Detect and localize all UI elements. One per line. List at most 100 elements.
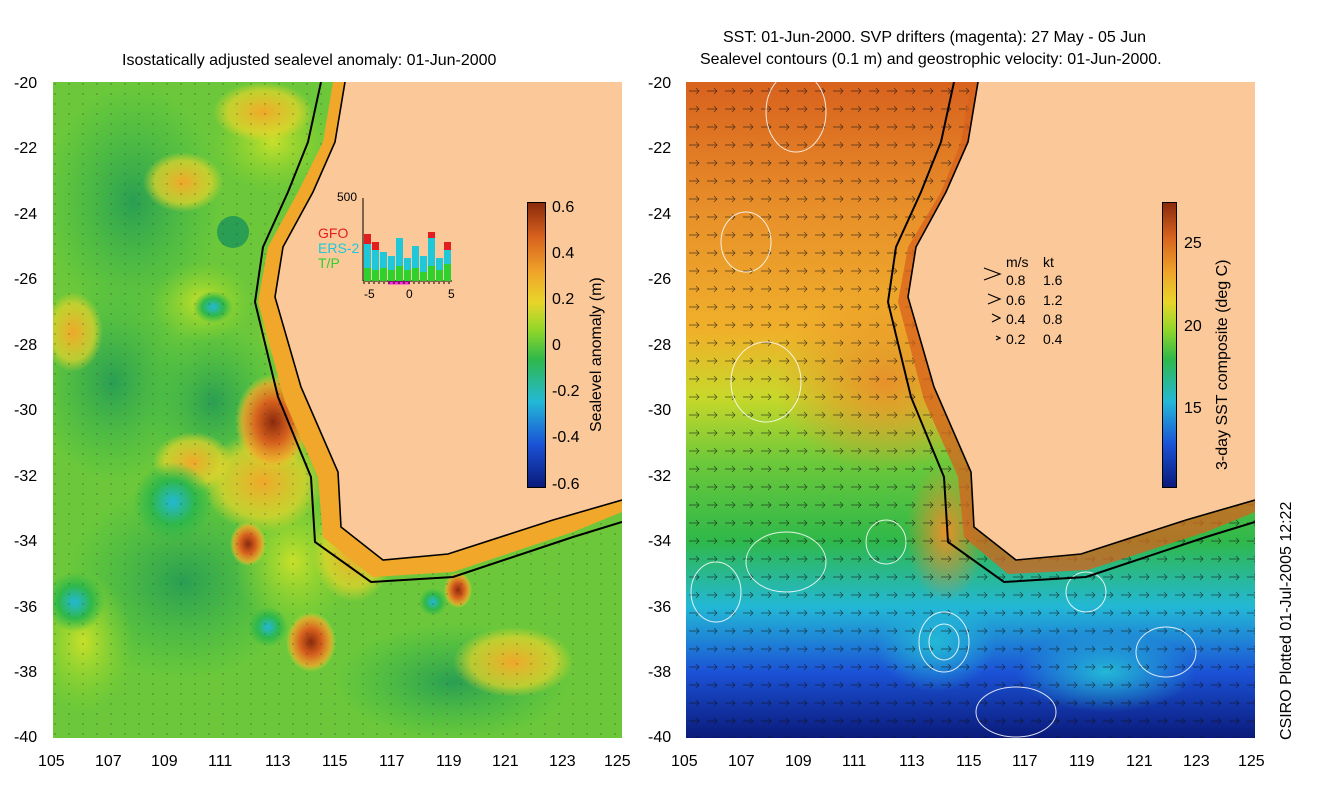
histogram-bar xyxy=(444,242,451,250)
lon-tick: 115 xyxy=(322,753,348,770)
lat-tick: -28 xyxy=(648,337,672,354)
sealevel-contour xyxy=(745,531,827,593)
lon-tick: 107 xyxy=(728,753,755,770)
lat-tick: -24 xyxy=(14,206,38,223)
histogram-bar xyxy=(404,258,411,270)
lon-tick: 121 xyxy=(1126,753,1153,770)
lon-tick: 119 xyxy=(1069,753,1095,770)
histogram-bar xyxy=(412,246,419,268)
histogram-bar xyxy=(420,256,427,272)
lon-tick: 123 xyxy=(549,753,576,770)
lon-tick: 123 xyxy=(1183,753,1210,770)
colorbar-tick: -0.2 xyxy=(552,383,580,400)
lon-tick: 113 xyxy=(899,753,925,770)
histogram-bar xyxy=(380,252,387,268)
histogram-bar xyxy=(380,268,387,281)
lon-tick: 105 xyxy=(671,753,698,770)
colorbar-gradient xyxy=(527,202,546,488)
lat-tick: -20 xyxy=(648,75,672,92)
histogram-bar xyxy=(396,238,403,266)
histogram-legend-gfo: GFO xyxy=(318,225,349,241)
lat-tick: -38 xyxy=(14,664,38,681)
lat-tick: -22 xyxy=(14,140,38,157)
left-panel-title: Isostatically adjusted sealevel anomaly:… xyxy=(122,52,497,69)
lat-tick: -30 xyxy=(14,402,38,419)
velocity-legend-kt: 1.2 xyxy=(1043,292,1063,308)
lon-tick: 119 xyxy=(436,753,462,770)
velocity-legend-arrow xyxy=(987,293,1002,305)
sealevel-contour xyxy=(730,341,802,423)
velocity-legend-header-kt: kt xyxy=(1043,254,1054,270)
histogram-bar xyxy=(364,244,371,268)
lat-tick: -34 xyxy=(14,533,38,550)
plot-credit: CSIRO Plotted 01-Jul-2005 12:22 xyxy=(1278,501,1295,740)
lat-tick: -36 xyxy=(648,599,672,616)
colorbar-tick: 0.2 xyxy=(552,291,575,308)
lon-tick: 107 xyxy=(95,753,122,770)
coastline xyxy=(907,82,1255,561)
sealevel-contour xyxy=(720,211,772,273)
histogram-bar xyxy=(364,268,371,281)
histogram-bar xyxy=(420,272,427,281)
lat-tick: -26 xyxy=(648,271,672,288)
histogram-xtick: 0 xyxy=(406,287,413,301)
histogram-bars xyxy=(362,198,452,285)
lat-tick: -26 xyxy=(14,271,38,288)
velocity-legend-arrow xyxy=(995,335,1002,341)
lon-tick: 105 xyxy=(38,753,65,770)
sealevel-contour xyxy=(865,519,907,565)
lon-tick: 113 xyxy=(265,753,291,770)
colorbar-tick: 0.4 xyxy=(552,245,575,262)
colorbar-tick: 25 xyxy=(1184,235,1202,252)
lat-tick: -32 xyxy=(648,468,672,485)
lat-tick: -32 xyxy=(14,468,38,485)
histogram-bar xyxy=(412,268,419,281)
coastline xyxy=(274,82,622,561)
histogram-legend-tp: T/P xyxy=(318,255,340,271)
sealevel-contour xyxy=(975,686,1057,738)
histogram-xtick: -5 xyxy=(364,287,375,301)
histogram-bar xyxy=(388,270,395,281)
lon-tick: 117 xyxy=(1012,753,1038,770)
histogram-bar xyxy=(372,250,379,270)
lat-tick: -20 xyxy=(14,75,38,92)
lat-tick: -28 xyxy=(14,337,38,354)
lon-tick: 115 xyxy=(956,753,982,770)
right-panel-title-line2: Sealevel contours (0.1 m) and geostrophi… xyxy=(700,51,1162,68)
histogram-bar xyxy=(372,242,379,250)
colorbar-gradient xyxy=(1162,202,1177,488)
velocity-legend-ms: 0.8 xyxy=(1006,272,1026,288)
lat-tick: -40 xyxy=(14,729,38,746)
histogram-bar xyxy=(436,258,443,270)
velocity-legend-kt: 1.6 xyxy=(1043,272,1063,288)
lat-tick: -34 xyxy=(648,533,672,550)
sealevel-contour xyxy=(765,82,827,153)
lon-tick: 111 xyxy=(842,753,867,770)
colorbar-tick: 20 xyxy=(1184,318,1202,335)
histogram-bar xyxy=(428,266,435,281)
velocity-legend-kt: 0.4 xyxy=(1043,331,1063,347)
histogram-legend-ers2: ERS-2 xyxy=(318,240,360,256)
lat-tick: -38 xyxy=(648,664,672,681)
lon-tick: 121 xyxy=(492,753,519,770)
histogram-bar xyxy=(364,234,371,244)
colorbar-tick: 15 xyxy=(1184,400,1202,417)
histogram-bar xyxy=(404,270,411,281)
right-panel-title-line1: SST: 01-Jun-2000. SVP drifters (magenta)… xyxy=(723,29,1147,46)
sealevel-contour xyxy=(1135,626,1197,678)
histogram-bar xyxy=(444,264,451,281)
lon-tick: 111 xyxy=(208,753,233,770)
histogram-xtick: 5 xyxy=(448,287,455,301)
isobath-line xyxy=(253,82,622,584)
sealevel-contour xyxy=(928,623,960,661)
lat-tick: -30 xyxy=(648,402,672,419)
colorbar-tick: 0 xyxy=(552,337,561,354)
histogram-ymax-label: 500 xyxy=(337,190,358,204)
colorbar-tick: -0.4 xyxy=(552,429,580,446)
lon-tick: 109 xyxy=(785,753,812,770)
lon-tick: 125 xyxy=(604,753,631,770)
lon-tick: 117 xyxy=(379,753,405,770)
velocity-legend-ms: 0.2 xyxy=(1006,331,1026,347)
velocity-legend-header-ms: m/s xyxy=(1006,254,1029,270)
histogram-bar xyxy=(444,250,451,264)
